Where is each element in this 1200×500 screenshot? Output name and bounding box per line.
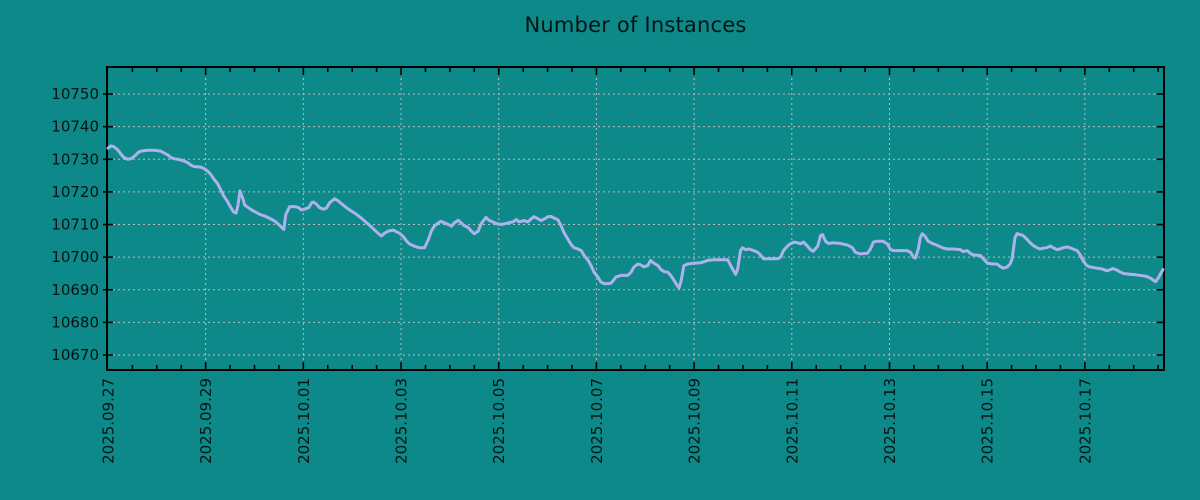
series-line [106, 144, 1165, 290]
x-tick-label: 2025.10.15 [979, 378, 997, 464]
y-tick-label: 10670 [51, 346, 99, 364]
x-tick-label: 2025.10.05 [490, 378, 508, 464]
x-tick-label: 2025.10.13 [881, 378, 899, 464]
y-tick-label: 10740 [51, 118, 99, 136]
x-tick-label: 2025.10.01 [295, 378, 313, 464]
x-tick-label: 2025.10.09 [686, 378, 704, 464]
y-tick-label: 10700 [51, 248, 99, 266]
x-tick-label: 2025.09.27 [99, 378, 117, 464]
chart-title: Number of Instances [524, 13, 747, 37]
y-tick-label: 10710 [51, 216, 99, 234]
x-tick-label: 2025.10.07 [588, 378, 606, 464]
x-tick-label: 2025.10.17 [1076, 378, 1094, 464]
y-tick-label: 10730 [51, 150, 99, 168]
y-tick-label: 10720 [51, 183, 99, 201]
y-tick-label: 10750 [51, 85, 99, 103]
y-tick-label: 10690 [51, 281, 99, 299]
y-tick-labels: 10670 10680 10690 10700 10710 10720 10730 10740… [51, 85, 99, 364]
plot-border [106, 66, 1165, 371]
x-tick-labels: 2025.09.27 2025.09.29 2025.10.01 2025.10.03… [99, 378, 1094, 464]
tick-marks [103, 68, 1163, 369]
x-tick-label: 2025.09.29 [197, 378, 215, 464]
x-tick-label: 2025.10.03 [393, 378, 411, 464]
grid-lines [108, 68, 1163, 369]
y-tick-label: 10680 [51, 313, 99, 331]
x-tick-label: 2025.10.11 [783, 378, 801, 464]
